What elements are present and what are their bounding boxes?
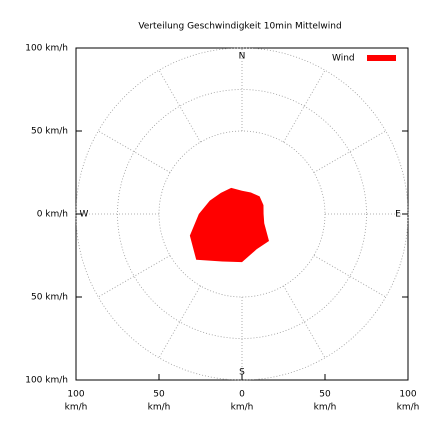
grid-spoke — [158, 285, 201, 358]
x-tick-label: 100 — [67, 390, 84, 400]
y-tick-label: 100 km/h — [25, 376, 68, 386]
compass-label: E — [395, 210, 401, 220]
x-unit-label: km/h — [314, 403, 337, 413]
x-unit-label: km/h — [148, 403, 171, 413]
y-tick-label: 50 km/h — [31, 293, 68, 303]
compass-label: N — [239, 52, 246, 62]
wind-area — [189, 187, 269, 263]
grid-spoke — [313, 255, 386, 298]
grid-spoke — [283, 70, 326, 143]
chart-title: Verteilung Geschwindigkeit 10min Mittelw… — [138, 22, 341, 32]
compass-label: S — [239, 368, 245, 378]
x-tick-label: 0 — [239, 390, 245, 400]
grid-spoke — [158, 70, 201, 143]
compass-label: W — [80, 210, 89, 220]
y-tick-label: 50 km/h — [31, 127, 68, 137]
x-unit-label: km/h — [231, 403, 254, 413]
y-tick-label: 0 km/h — [37, 210, 68, 220]
grid-spoke — [283, 285, 326, 358]
legend-swatch — [367, 55, 396, 61]
legend-label: Wind — [332, 54, 355, 64]
grid-spoke — [313, 130, 386, 173]
grid-spoke — [98, 130, 171, 173]
y-tick-label: 100 km/h — [25, 44, 68, 54]
grid-circle — [117, 89, 367, 339]
grid-spoke — [98, 255, 171, 298]
x-unit-label: km/h — [65, 403, 88, 413]
x-tick-label: 50 — [153, 390, 165, 400]
x-unit-label: km/h — [397, 403, 420, 413]
x-tick-label: 100 — [399, 390, 416, 400]
x-tick-label: 50 — [319, 390, 331, 400]
